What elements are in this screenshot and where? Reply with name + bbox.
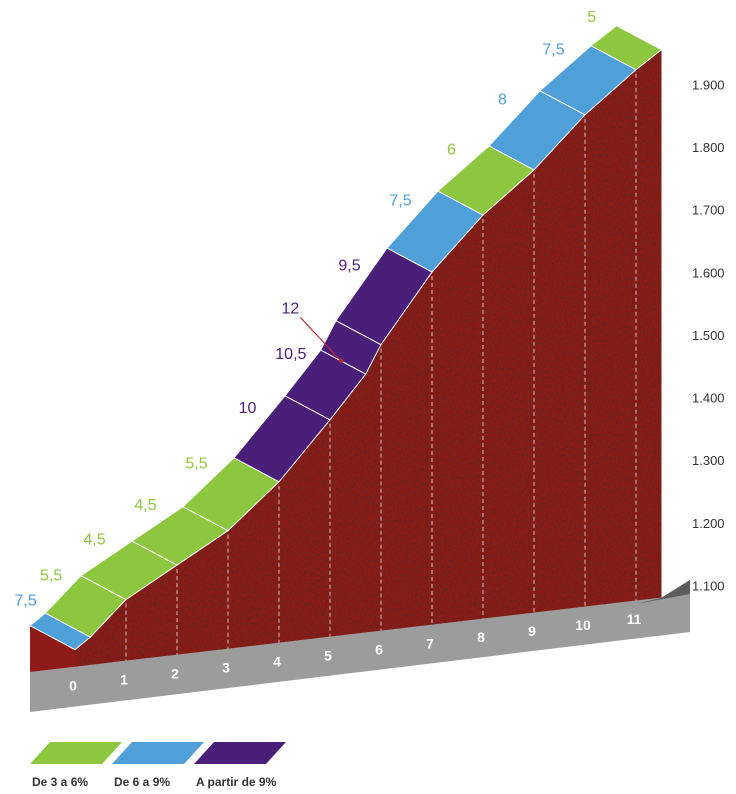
y-tick-label: 1.500: [692, 328, 725, 343]
legend-label: De 6 a 9%: [114, 775, 170, 789]
gradient-label: 5: [587, 9, 596, 26]
base-front: [30, 594, 690, 712]
x-tick-label: 8: [477, 629, 485, 645]
x-tick-label: 2: [171, 665, 179, 681]
y-tick-label: 1.300: [692, 453, 725, 468]
gradient-label: 6: [447, 142, 456, 159]
gradient-label: 7,5: [389, 193, 411, 210]
legend-label: De 3 a 6%: [32, 775, 88, 789]
y-tick-label: 1.100: [692, 578, 725, 593]
x-tick-label: 3: [222, 659, 230, 675]
x-tick-label: 5: [324, 647, 332, 663]
legend-swatch: [194, 742, 286, 764]
callout-line: [299, 316, 342, 362]
y-tick-label: 1.600: [692, 265, 725, 280]
legend-swatch: [112, 742, 204, 764]
gradient-label: 10,5: [275, 346, 306, 363]
y-tick-label: 1.900: [692, 77, 725, 92]
base-top: [636, 580, 690, 604]
gradient-label: 10: [239, 400, 257, 417]
left-face: [30, 625, 75, 672]
profile-area: [75, 49, 662, 667]
x-tick-label: 4: [273, 653, 281, 669]
gradient-label: 12: [281, 301, 299, 318]
plot: 0 1 2 3 4 5 6 7 8 9 10 117,55,54,54,55,51010,5129,5…: [15, 9, 725, 789]
x-tick-label: 9: [528, 623, 536, 639]
x-tick-label: 0: [69, 677, 77, 693]
gradient-label: 5,5: [185, 455, 207, 472]
callout-dot: [338, 358, 343, 363]
legend-swatch: [30, 742, 122, 764]
y-tick-label: 1.800: [692, 140, 725, 155]
gradient-label: 7,5: [15, 593, 37, 610]
gradient-label: 7,5: [542, 41, 564, 58]
gradient-label: 8: [498, 92, 507, 109]
legend-label: A partir de 9%: [196, 775, 277, 789]
y-tick-label: 1.700: [692, 203, 725, 218]
gradient-label: 9,5: [338, 258, 360, 275]
y-tick-label: 1.200: [692, 516, 725, 531]
gradient-label: 5,5: [40, 568, 62, 585]
x-tick-label: 7: [426, 635, 434, 651]
x-tick-label: 10: [575, 617, 591, 633]
gradient-label: 4,5: [134, 497, 156, 514]
gradient-label: 4,5: [83, 532, 105, 549]
x-tick-label: 1: [120, 671, 128, 687]
x-tick-label: 11: [627, 611, 642, 627]
x-tick-label: 6: [375, 641, 383, 657]
gradient-band: [590, 25, 663, 71]
y-tick-label: 1.400: [692, 391, 725, 406]
